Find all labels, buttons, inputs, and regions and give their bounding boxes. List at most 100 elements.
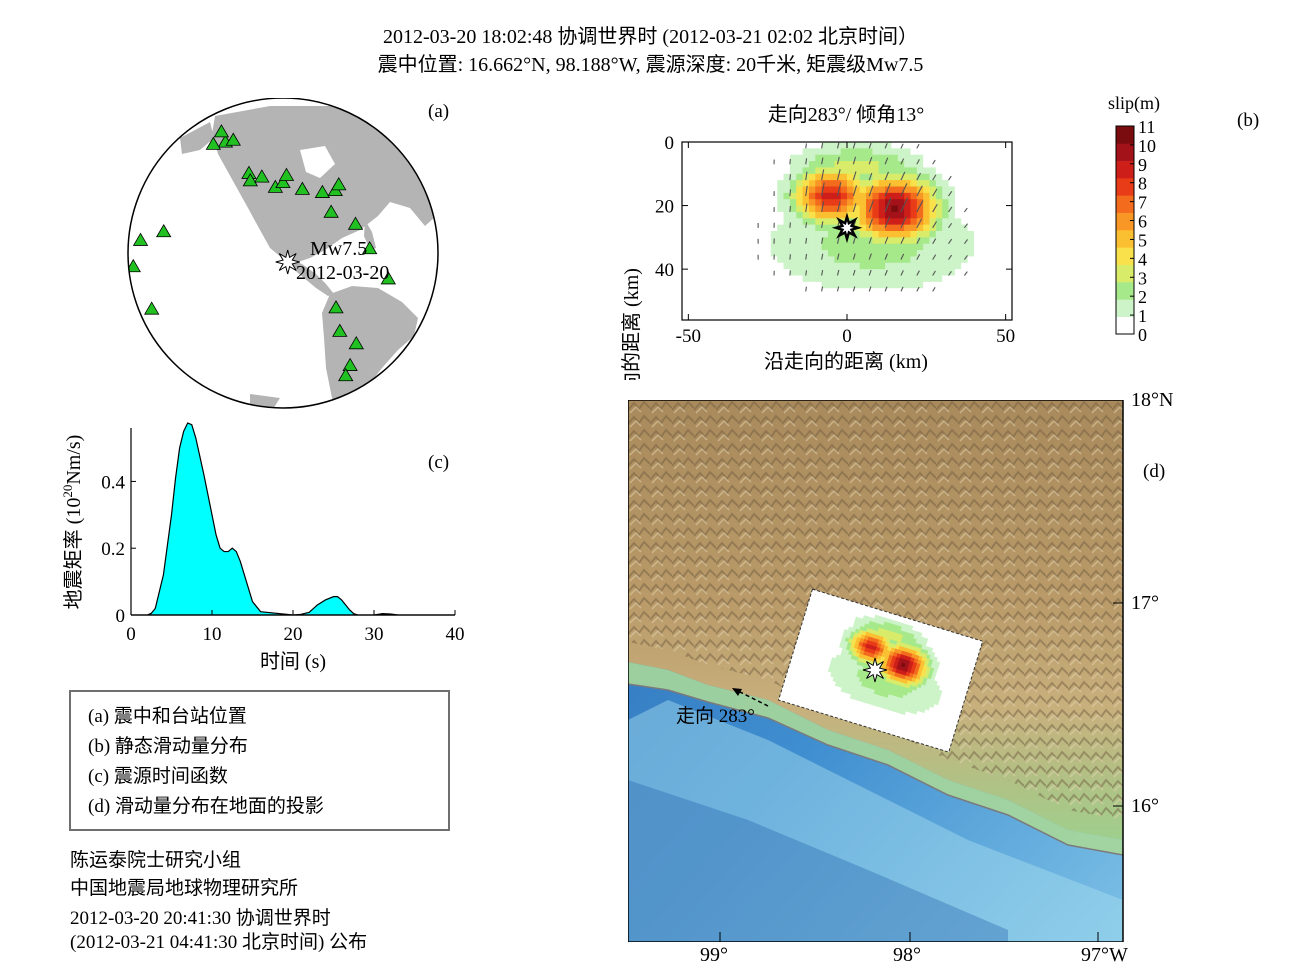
slip-vector <box>868 200 874 213</box>
slip-projection-cell <box>848 698 854 704</box>
slip-cell <box>802 192 810 200</box>
slip-projection-cell <box>875 646 881 652</box>
slip-cell <box>967 237 975 245</box>
slip-cell <box>821 250 829 258</box>
slip-cell <box>885 294 893 302</box>
slip-projection-cell <box>889 710 895 716</box>
slip-cell <box>885 288 893 296</box>
slip-projection-cell <box>890 647 896 653</box>
slip-cell <box>929 211 937 219</box>
slip-cell <box>954 281 962 289</box>
slip-projection-cell <box>835 666 841 672</box>
slip-cell <box>923 250 931 258</box>
slip-cell <box>866 275 873 283</box>
slip-cell <box>904 205 912 213</box>
slip-cell <box>777 161 785 169</box>
slip-projection-cell <box>903 703 909 709</box>
slip-cell <box>808 269 816 277</box>
slip-cell <box>758 243 766 251</box>
slip-cell <box>973 269 981 277</box>
slip-projection-cell <box>851 675 857 681</box>
ylabel-base: 地震矩率 (10 <box>62 498 85 610</box>
slip-cell <box>853 256 861 264</box>
slip-cell <box>745 237 753 245</box>
slip-projection-cell <box>881 616 886 622</box>
slip-projection-cell <box>899 678 905 684</box>
slip-projection-cell <box>918 655 923 661</box>
slip-projection-cell <box>921 668 927 674</box>
slip-projection-cell <box>845 633 851 639</box>
slip-cell <box>834 275 842 283</box>
slip-projection-cell <box>858 689 864 695</box>
slip-cell <box>789 218 797 226</box>
slip-projection-cell <box>899 642 905 648</box>
slip-projection-cell <box>850 679 856 685</box>
slip-cell <box>891 142 899 149</box>
slip-cell <box>764 243 772 251</box>
slip-cell <box>935 218 943 226</box>
slip-cell <box>961 256 969 264</box>
slip-projection-cell <box>856 648 862 654</box>
slip-cell <box>847 250 854 258</box>
slip-cell <box>789 237 797 245</box>
slip-projection-cell <box>883 645 889 651</box>
slip-cell <box>751 262 759 270</box>
slip-projection-cell <box>923 649 929 655</box>
slip-cell <box>847 288 854 296</box>
slip-projection-cell <box>934 664 940 670</box>
slip-cell <box>872 148 880 156</box>
slip-cell <box>872 205 880 213</box>
slip-projection-cell <box>888 642 894 648</box>
slip-cell <box>853 180 861 188</box>
slip-cell <box>891 243 899 251</box>
slip-cell <box>802 256 810 264</box>
slip-cell <box>802 154 810 162</box>
slip-projection-cell <box>863 650 868 657</box>
slip-projection-cell <box>923 637 929 643</box>
credit-beijing-time: (2012-03-21 04:41:30 北京时间) 公布 <box>70 932 368 953</box>
slip-projection-cell <box>891 667 897 673</box>
slip-cell <box>897 275 905 283</box>
station-marker <box>332 323 348 337</box>
slip-cell <box>866 237 873 245</box>
slip-projection-cell <box>849 646 855 652</box>
slip-projection-cell <box>894 620 900 627</box>
slip-cell <box>827 231 835 238</box>
slip-cell <box>866 173 873 181</box>
slip-cell <box>878 218 886 226</box>
slip-cell <box>986 256 994 264</box>
y-tick-label: 0.2 <box>101 539 125 560</box>
slip-cell <box>847 294 854 302</box>
slip-projection-cell <box>907 676 913 682</box>
slip-cell <box>910 199 918 207</box>
slip-cell <box>783 224 791 232</box>
slip-projection-cell <box>887 694 893 700</box>
slip-cell <box>904 218 912 226</box>
slip-cell <box>827 281 835 289</box>
slip-projection-cell <box>896 689 902 695</box>
slip-projection-cell <box>882 625 888 631</box>
colorbar-tick-label: 7 <box>1138 193 1147 213</box>
slip-cell <box>935 211 943 219</box>
slip-cell <box>847 243 854 251</box>
slip-projection-cell <box>929 691 935 697</box>
slip-projection-cell <box>889 686 895 693</box>
slip-projection-cell <box>920 648 926 654</box>
slip-cell <box>808 173 816 181</box>
slip-projection-cell <box>893 711 899 717</box>
slip-projection-cell <box>897 685 903 691</box>
slip-cell <box>777 231 785 238</box>
slip-cell <box>980 224 988 232</box>
slip-vector <box>932 238 937 244</box>
slip-cell <box>986 250 994 258</box>
slip-projection-cell <box>893 624 899 630</box>
slip-projection-cell <box>841 660 847 666</box>
x-tick-label: 50 <box>996 326 1015 347</box>
slip-cell <box>866 167 873 175</box>
slip-projection-cell <box>925 642 931 648</box>
slip-projection-cell <box>857 693 863 699</box>
slip-cell <box>897 205 905 213</box>
slip-vector <box>805 253 808 260</box>
slip-projection-cell <box>902 694 908 700</box>
